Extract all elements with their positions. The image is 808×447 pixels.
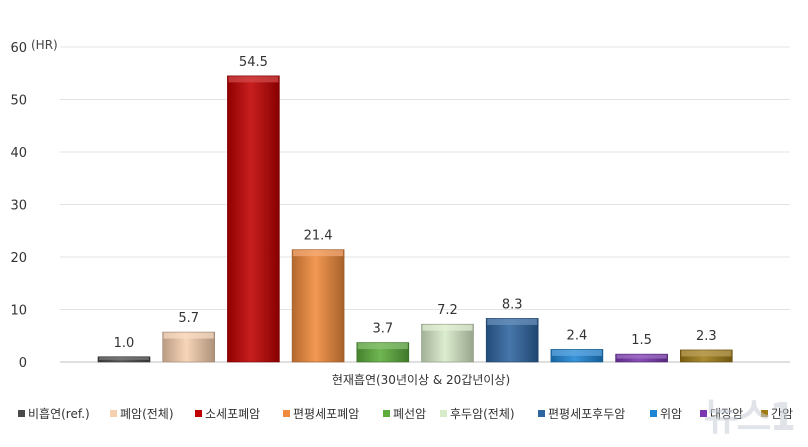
legend-label: 편평세포후두암 (548, 407, 625, 421)
legend-label: 위암 (660, 407, 682, 421)
y-tick-label: 50 (10, 94, 27, 109)
value-label: 8.3 (502, 297, 523, 312)
y-tick-label: 0 (19, 356, 27, 371)
legend-item: 위암 (650, 407, 682, 421)
legend-item: 소세포폐암 (195, 407, 260, 421)
legend-item: 폐선암 (383, 407, 426, 421)
value-label: 21.4 (304, 229, 333, 244)
legend-item: 편평세포폐암 (283, 407, 359, 421)
bar-highlight (616, 354, 667, 359)
bar-highlight (99, 357, 149, 360)
legend-item: 간암 (761, 407, 793, 421)
bar-highlight (681, 350, 732, 357)
y-tick-label: 30 (10, 199, 27, 214)
bar-highlight (228, 76, 279, 83)
value-label: 7.2 (437, 303, 458, 318)
bar-highlight (422, 324, 473, 331)
bar-highlight (551, 349, 602, 356)
bars (97, 75, 733, 363)
legend-label: 대장암 (710, 407, 743, 421)
bar-highlight (293, 250, 344, 257)
legend-item: 비흡연(ref.) (18, 407, 90, 421)
bar-highlight (163, 332, 214, 339)
legend-swatch (538, 410, 545, 417)
legend-swatch (761, 410, 768, 417)
y-tick-label: 10 (10, 304, 27, 319)
value-label: 54.5 (239, 55, 268, 70)
watermark-logo: 뉴스1 (703, 395, 796, 439)
legend: 비흡연(ref.) 폐암(전체) 소세포폐암 편평세포폐암 폐선암 후두암(전체) 편평세포… (18, 407, 793, 421)
legend-swatch (700, 410, 707, 417)
value-label: 1.5 (631, 333, 652, 348)
bar (291, 249, 345, 363)
x-axis-label: 현재흡연(30년이상 & 20갑년이상) (332, 373, 510, 387)
legend-item: 대장암 (700, 407, 743, 421)
y-tick-label: 60 (10, 41, 27, 56)
legend-swatch (283, 410, 290, 417)
value-label: 2.3 (696, 329, 717, 344)
value-label: 5.7 (178, 311, 199, 326)
value-label: 1.0 (114, 336, 135, 351)
legend-label: 폐선암 (393, 407, 426, 421)
value-label: 3.7 (372, 322, 393, 337)
legend-label: 비흡연(ref.) (28, 407, 90, 421)
bar-highlight (487, 318, 538, 325)
legend-swatch (383, 410, 390, 417)
legend-label: 편평세포폐암 (293, 407, 359, 421)
y-axis: 0 10 20 30 40 50 60 (10, 41, 27, 371)
y-tick-label: 20 (10, 251, 27, 266)
legend-item: 폐암(전체) (110, 407, 174, 421)
gridlines (60, 46, 790, 363)
bar-highlight (357, 343, 408, 350)
legend-label: 폐암(전체) (120, 407, 174, 421)
legend-swatch (195, 410, 202, 417)
value-label: 2.4 (567, 328, 588, 343)
y-axis-unit-label: (HR) (31, 38, 58, 52)
legend-label: 소세포폐암 (205, 407, 260, 421)
legend-item: 후두암(전체) (440, 407, 515, 421)
legend-label: 간암 (771, 407, 793, 421)
bar (227, 75, 280, 363)
legend-swatch (650, 410, 657, 417)
legend-label: 후두암(전체) (450, 407, 515, 421)
legend-swatch (110, 410, 117, 417)
value-labels: 1.0 5.7 54.5 21.4 3.7 7.2 8.3 2.4 1.5 2.3 (114, 55, 717, 351)
legend-item: 편평세포후두암 (538, 407, 625, 421)
legend-swatch (440, 410, 447, 417)
legend-swatch (18, 410, 25, 417)
y-tick-label: 40 (10, 146, 27, 161)
bar (485, 318, 539, 363)
